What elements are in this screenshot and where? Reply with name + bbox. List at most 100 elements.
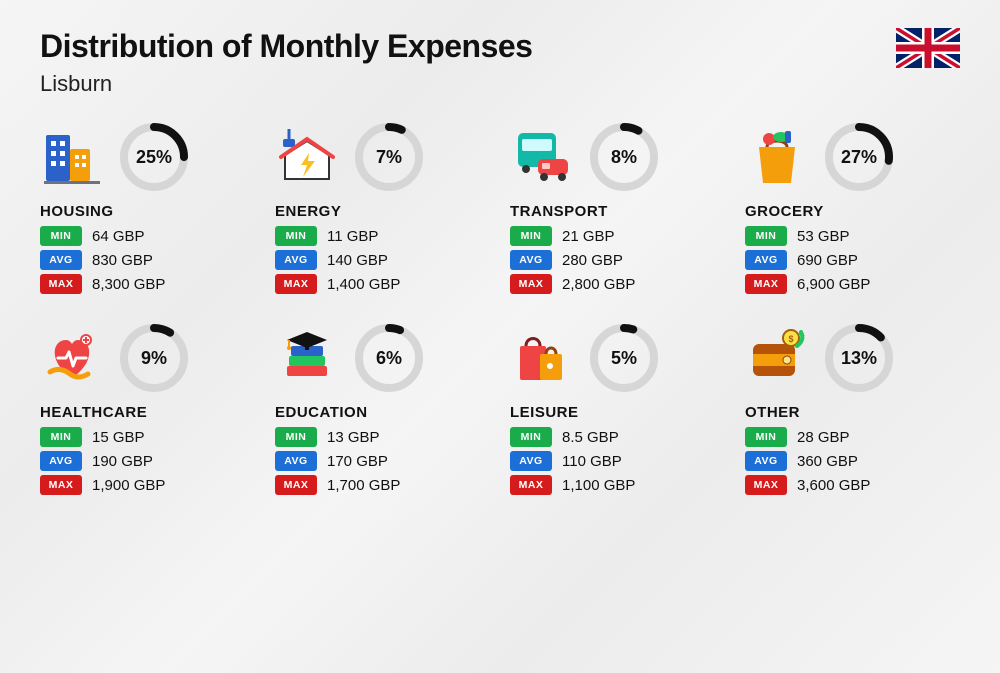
min-tag: MIN bbox=[40, 427, 82, 447]
subtitle: Lisburn bbox=[40, 71, 532, 97]
stat-max: MAX 1,900 GBP bbox=[40, 475, 255, 495]
healthcare-icon bbox=[40, 326, 104, 390]
transport-icon bbox=[510, 125, 574, 189]
stat-min: MIN 64 GBP bbox=[40, 226, 255, 246]
avg-tag: AVG bbox=[510, 451, 552, 471]
energy-icon bbox=[275, 125, 339, 189]
percent-ring: 8% bbox=[588, 121, 660, 193]
category-grid: 25% HOUSING MIN 64 GBP AVG 830 GBP MAX 8… bbox=[40, 121, 960, 495]
percent-label: 9% bbox=[118, 322, 190, 394]
stats: MIN 8.5 GBP AVG 110 GBP MAX 1,100 GBP bbox=[510, 427, 725, 495]
stats: MIN 64 GBP AVG 830 GBP MAX 8,300 GBP bbox=[40, 226, 255, 294]
category-card-leisure: 5% LEISURE MIN 8.5 GBP AVG 110 GBP MAX 1… bbox=[510, 322, 725, 495]
uk-flag-icon bbox=[896, 28, 960, 68]
card-top: 25% bbox=[40, 121, 255, 193]
percent-label: 5% bbox=[588, 322, 660, 394]
category-name: EDUCATION bbox=[275, 404, 490, 421]
min-value: 21 GBP bbox=[562, 228, 615, 245]
avg-value: 140 GBP bbox=[327, 252, 388, 269]
percent-ring: 6% bbox=[353, 322, 425, 394]
avg-tag: AVG bbox=[40, 451, 82, 471]
max-value: 1,100 GBP bbox=[562, 477, 635, 494]
stats: MIN 53 GBP AVG 690 GBP MAX 6,900 GBP bbox=[745, 226, 960, 294]
stats: MIN 15 GBP AVG 190 GBP MAX 1,900 GBP bbox=[40, 427, 255, 495]
stat-min: MIN 28 GBP bbox=[745, 427, 960, 447]
max-value: 3,600 GBP bbox=[797, 477, 870, 494]
avg-value: 280 GBP bbox=[562, 252, 623, 269]
min-value: 53 GBP bbox=[797, 228, 850, 245]
card-top: 8% bbox=[510, 121, 725, 193]
stat-avg: AVG 690 GBP bbox=[745, 250, 960, 270]
category-card-housing: 25% HOUSING MIN 64 GBP AVG 830 GBP MAX 8… bbox=[40, 121, 255, 294]
avg-tag: AVG bbox=[275, 250, 317, 270]
percent-ring: 5% bbox=[588, 322, 660, 394]
stat-min: MIN 21 GBP bbox=[510, 226, 725, 246]
category-card-healthcare: 9% HEALTHCARE MIN 15 GBP AVG 190 GBP MAX… bbox=[40, 322, 255, 495]
percent-ring: 25% bbox=[118, 121, 190, 193]
min-value: 28 GBP bbox=[797, 429, 850, 446]
avg-tag: AVG bbox=[745, 451, 787, 471]
stat-avg: AVG 190 GBP bbox=[40, 451, 255, 471]
min-tag: MIN bbox=[275, 427, 317, 447]
stat-max: MAX 1,100 GBP bbox=[510, 475, 725, 495]
category-card-energy: 7% ENERGY MIN 11 GBP AVG 140 GBP MAX 1,4… bbox=[275, 121, 490, 294]
stat-avg: AVG 360 GBP bbox=[745, 451, 960, 471]
grocery-icon bbox=[745, 125, 809, 189]
category-name: ENERGY bbox=[275, 203, 490, 220]
title-block: Distribution of Monthly Expenses Lisburn bbox=[40, 28, 532, 97]
min-value: 64 GBP bbox=[92, 228, 145, 245]
stat-avg: AVG 170 GBP bbox=[275, 451, 490, 471]
category-card-transport: 8% TRANSPORT MIN 21 GBP AVG 280 GBP MAX … bbox=[510, 121, 725, 294]
max-value: 1,900 GBP bbox=[92, 477, 165, 494]
stat-max: MAX 1,400 GBP bbox=[275, 274, 490, 294]
percent-label: 13% bbox=[823, 322, 895, 394]
stats: MIN 21 GBP AVG 280 GBP MAX 2,800 GBP bbox=[510, 226, 725, 294]
percent-label: 7% bbox=[353, 121, 425, 193]
min-value: 13 GBP bbox=[327, 429, 380, 446]
min-value: 8.5 GBP bbox=[562, 429, 619, 446]
percent-label: 8% bbox=[588, 121, 660, 193]
avg-value: 110 GBP bbox=[562, 453, 622, 470]
percent-label: 25% bbox=[118, 121, 190, 193]
percent-ring: 9% bbox=[118, 322, 190, 394]
card-top: 6% bbox=[275, 322, 490, 394]
stat-min: MIN 8.5 GBP bbox=[510, 427, 725, 447]
percent-ring: 7% bbox=[353, 121, 425, 193]
min-tag: MIN bbox=[510, 427, 552, 447]
max-tag: MAX bbox=[275, 274, 317, 294]
max-value: 8,300 GBP bbox=[92, 276, 165, 293]
avg-tag: AVG bbox=[275, 451, 317, 471]
min-tag: MIN bbox=[40, 226, 82, 246]
other-icon: $ bbox=[745, 326, 809, 390]
stat-avg: AVG 280 GBP bbox=[510, 250, 725, 270]
category-name: LEISURE bbox=[510, 404, 725, 421]
stat-max: MAX 2,800 GBP bbox=[510, 274, 725, 294]
max-value: 1,700 GBP bbox=[327, 477, 400, 494]
min-value: 15 GBP bbox=[92, 429, 145, 446]
page-title: Distribution of Monthly Expenses bbox=[40, 28, 532, 65]
card-top: 7% bbox=[275, 121, 490, 193]
education-icon bbox=[275, 326, 339, 390]
max-tag: MAX bbox=[40, 475, 82, 495]
category-name: HEALTHCARE bbox=[40, 404, 255, 421]
stat-min: MIN 13 GBP bbox=[275, 427, 490, 447]
min-tag: MIN bbox=[745, 226, 787, 246]
max-tag: MAX bbox=[40, 274, 82, 294]
stat-avg: AVG 830 GBP bbox=[40, 250, 255, 270]
header: Distribution of Monthly Expenses Lisburn bbox=[40, 28, 960, 97]
stat-min: MIN 53 GBP bbox=[745, 226, 960, 246]
avg-value: 190 GBP bbox=[92, 453, 153, 470]
avg-value: 170 GBP bbox=[327, 453, 388, 470]
min-tag: MIN bbox=[275, 226, 317, 246]
leisure-icon bbox=[510, 326, 574, 390]
avg-value: 360 GBP bbox=[797, 453, 858, 470]
stats: MIN 28 GBP AVG 360 GBP MAX 3,600 GBP bbox=[745, 427, 960, 495]
svg-text:$: $ bbox=[788, 334, 793, 344]
percent-label: 6% bbox=[353, 322, 425, 394]
min-value: 11 GBP bbox=[327, 228, 378, 245]
stat-min: MIN 11 GBP bbox=[275, 226, 490, 246]
max-value: 2,800 GBP bbox=[562, 276, 635, 293]
stat-max: MAX 3,600 GBP bbox=[745, 475, 960, 495]
max-tag: MAX bbox=[510, 274, 552, 294]
category-card-other: $ 13% OTHER MIN 28 GBP AVG 360 GBP MAX 3 bbox=[745, 322, 960, 495]
